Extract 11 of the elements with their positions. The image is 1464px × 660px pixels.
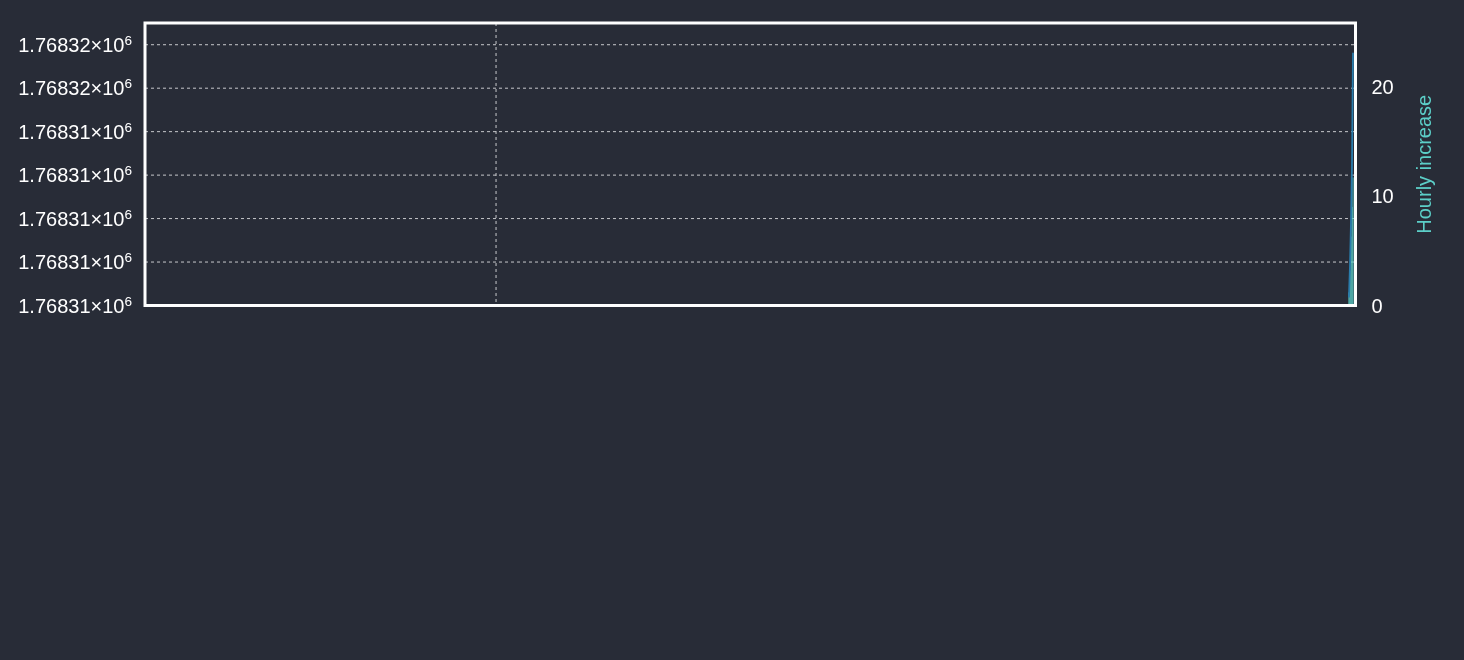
y-tick-label: 1.76831×10$^{6}$	[18, 206, 132, 230]
y-tick-label: 1.76832×10$^{6}$	[18, 32, 132, 56]
y-tick-label: 1.76832×10$^{6}$	[18, 75, 132, 100]
y-tick-label: 1.76831×10$^{6}$	[18, 293, 132, 317]
y-tick-label: 1.76831×10$^{6}$	[18, 249, 132, 274]
y2-axis-title: Hourly increase	[1412, 94, 1435, 234]
y-tick-label: 1.76831×10$^{6}$	[18, 162, 132, 187]
y2-tick-label: 0	[1371, 294, 1383, 317]
y-tick-label: 1.76831×10$^{6}$	[18, 119, 132, 143]
y2-tick-label: 20	[1371, 75, 1394, 98]
y2-tick-label: 10	[1371, 185, 1394, 208]
